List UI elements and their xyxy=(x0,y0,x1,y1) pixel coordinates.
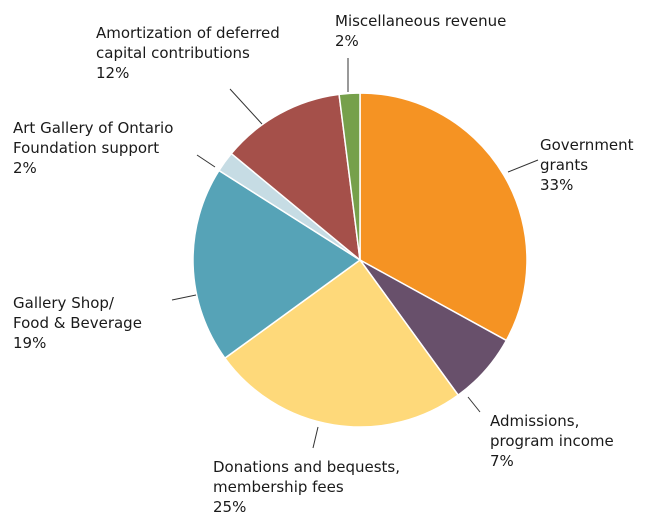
leader-lines xyxy=(171,58,539,449)
slice-label: Admissions, program income 7% xyxy=(490,412,614,470)
slice-label: Amortization of deferred capital contribu… xyxy=(96,24,280,82)
slice-labels: Government grants 33% Admissions, program in… xyxy=(13,12,634,516)
slice-label-line: program income xyxy=(490,432,614,450)
slice-label: Gallery Shop/Food & Beverage 19% xyxy=(13,294,142,352)
slice-percent: 2% xyxy=(335,32,359,50)
pie-slice xyxy=(359,92,528,342)
slice-percent: 33% xyxy=(540,176,573,194)
slice-label: Government grants 33% xyxy=(540,136,634,194)
slice-percent: 7% xyxy=(490,452,514,470)
pie-slice xyxy=(338,92,361,261)
leader-line xyxy=(507,159,539,173)
pie-slice xyxy=(230,93,361,262)
slice-percent: 2% xyxy=(13,159,37,177)
slice-label-line: Amortization of deferred xyxy=(96,24,280,42)
leader-line xyxy=(229,88,263,125)
slice-label-line: Gallery Shop/ xyxy=(13,294,115,312)
slice-label-line: Admissions, xyxy=(490,412,579,430)
slice-label-line: Art Gallery of Ontario xyxy=(13,119,173,137)
slice-percent: 19% xyxy=(13,334,46,352)
slice-label-line: Miscellaneous revenue xyxy=(335,12,506,30)
slice-label-line: membership fees xyxy=(213,478,344,496)
slice-label-line: grants xyxy=(540,156,588,174)
leader-line xyxy=(312,426,319,449)
slice-percent: 12% xyxy=(96,64,129,82)
leader-line xyxy=(171,294,197,301)
pie-slice xyxy=(192,169,362,360)
slice-label-line: Food & Beverage xyxy=(13,314,142,332)
slice-label: Donations and bequests, membership fees 25… xyxy=(213,458,400,516)
pie-slice xyxy=(223,258,460,428)
slice-label: Art Gallery of Ontario Foundation support… xyxy=(13,119,173,177)
slice-label-line: Foundation support xyxy=(13,139,159,157)
slice-label-line: capital contributions xyxy=(96,44,250,62)
slice-percent: 25% xyxy=(213,498,246,516)
pie-slices xyxy=(192,92,528,428)
slice-label-line: Government xyxy=(540,136,634,154)
leader-line xyxy=(467,396,481,413)
slice-label: Miscellaneous revenue 2% xyxy=(335,12,506,50)
slice-label-line: Donations and bequests, xyxy=(213,458,400,476)
leader-line xyxy=(196,154,216,168)
